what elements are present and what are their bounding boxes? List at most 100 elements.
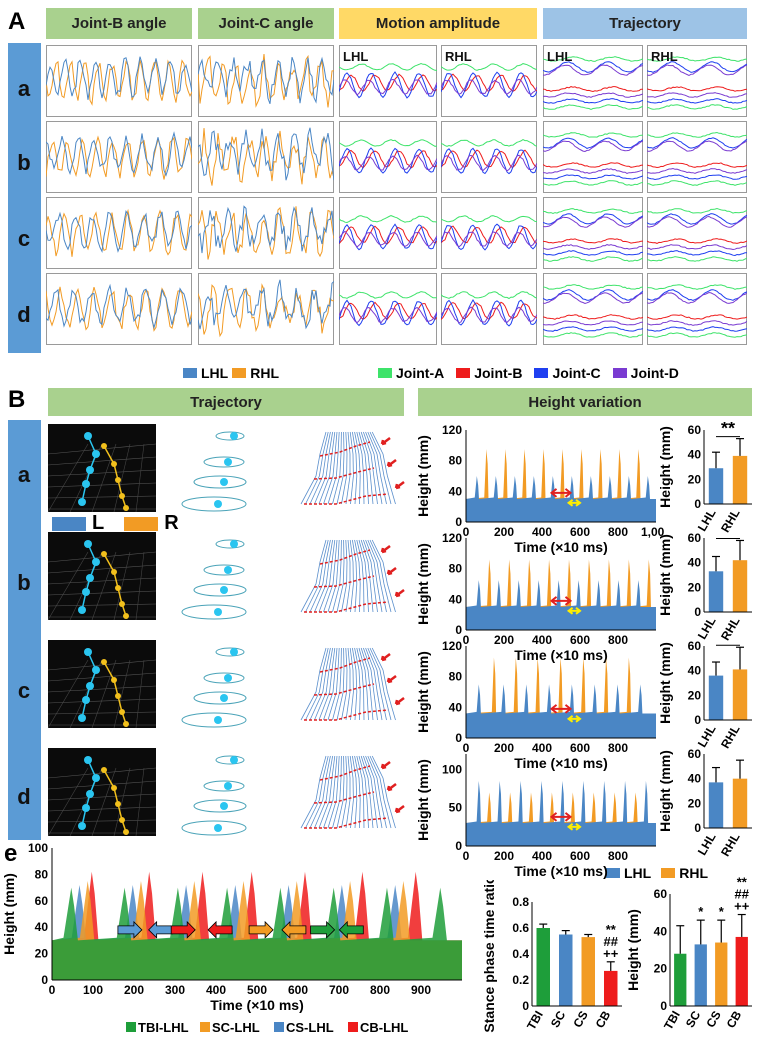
stick-joint-path xyxy=(313,791,375,804)
y-tick-label: 0 xyxy=(455,731,462,745)
left-joint-dot xyxy=(84,432,92,440)
left-joint-dot xyxy=(92,558,100,566)
y-axis-label: Height (mm) xyxy=(658,426,673,508)
trajectory-joint xyxy=(224,782,232,790)
joint-a-low-trace xyxy=(647,256,747,262)
trajectory-loop xyxy=(215,755,245,765)
joint-b-trace xyxy=(339,225,437,245)
y-tick-label: 120 xyxy=(442,424,462,437)
lhl-angle-trace xyxy=(46,209,192,253)
x-tick-label: 400 xyxy=(532,525,552,539)
stick-diagram-c xyxy=(300,647,405,721)
joint-d-low-trace xyxy=(647,92,747,98)
joint-d-low-trace xyxy=(543,168,643,174)
x-tick-label: 600 xyxy=(570,525,590,539)
trajectory-loop xyxy=(193,799,247,813)
legend-lhl-label: LHL xyxy=(201,365,229,381)
joint-d-trace xyxy=(339,306,437,324)
joint-c-low-trace xyxy=(647,250,747,257)
y-tick-label: 20 xyxy=(688,580,702,594)
y-tick-label: 60 xyxy=(688,423,702,437)
x-tick-label: 400 xyxy=(206,983,226,997)
joint-a-trace xyxy=(441,139,537,147)
legend-lhl-rhl-a: LHL RHL xyxy=(183,365,279,381)
stride-arrowheads xyxy=(549,488,573,498)
stick-frame xyxy=(371,431,396,505)
stick-frame xyxy=(356,431,365,505)
row-label-a: a xyxy=(17,76,31,101)
y-tick-label: 20 xyxy=(688,472,702,486)
plot-frame xyxy=(198,197,334,269)
panel-label-e: e xyxy=(4,840,18,867)
stick-frame xyxy=(332,755,342,829)
stick-joint-path xyxy=(319,441,371,457)
grid-line xyxy=(48,443,156,455)
bar-tbi xyxy=(674,953,687,1006)
lhl-angle-trace xyxy=(198,279,334,330)
y-tick-label: 40 xyxy=(654,924,668,938)
stick-frame xyxy=(309,431,331,505)
grid-line xyxy=(113,443,131,512)
stick-frame xyxy=(314,647,333,721)
x-axis-label: Time (×10 ms) xyxy=(514,863,608,879)
stick-frame xyxy=(369,755,392,829)
legend-swatch-joint-b xyxy=(456,368,471,378)
stick-frame xyxy=(318,431,336,505)
direction-arrow-icon xyxy=(281,920,307,939)
direction-arrow-icon xyxy=(338,920,364,939)
stick-frame xyxy=(352,647,358,721)
red-arrow-icon xyxy=(386,567,397,576)
left-joint-dot xyxy=(82,696,90,704)
stick-frame xyxy=(345,755,351,829)
joint-c-trace xyxy=(339,299,437,327)
stick-frame xyxy=(318,539,336,613)
row-a-plot-3: RHL xyxy=(441,45,537,117)
joint-c-low-trace xyxy=(647,98,747,104)
bar-lhl xyxy=(708,468,724,504)
joint-d-trace xyxy=(339,78,437,96)
trajectory-loop xyxy=(181,820,247,836)
row-label-b-d: d xyxy=(17,784,31,809)
grid-line xyxy=(113,659,131,728)
y-tick-label: 0 xyxy=(522,999,529,1013)
stick-frame xyxy=(349,431,354,505)
red-arrow-icon xyxy=(380,437,391,446)
stick-joint-path xyxy=(304,493,389,505)
category-label: RHL xyxy=(718,831,742,859)
left-joint-dot xyxy=(92,450,100,458)
joint-b-trace xyxy=(543,162,643,168)
category-label: CB xyxy=(724,1008,745,1030)
joint-a-low-trace xyxy=(647,332,747,338)
joint-c-low-trace xyxy=(543,174,643,180)
red-arrow-icon xyxy=(380,545,391,554)
y-tick-label: 80 xyxy=(35,867,49,881)
x-tick-label: 600 xyxy=(570,849,590,863)
lhl-angle-trace xyxy=(198,205,334,254)
x-tick-label: 200 xyxy=(494,741,514,755)
x-tick-label: 200 xyxy=(124,983,144,997)
stick-frame xyxy=(327,647,340,721)
bar-rhl xyxy=(732,669,748,720)
red-arrow-icon xyxy=(380,653,391,662)
trajectory-joint xyxy=(224,674,232,682)
x-tick-label: 400 xyxy=(532,849,552,863)
right-joint-dot xyxy=(119,493,125,499)
plot-frame xyxy=(441,121,537,193)
y-tick-label: 0 xyxy=(694,821,701,835)
joint-d-trace xyxy=(647,140,747,152)
red-arrow-icon xyxy=(394,697,405,706)
row-b-plot-2 xyxy=(339,121,437,193)
stick-frame xyxy=(354,431,361,505)
stick-frame xyxy=(369,647,392,721)
render-bg xyxy=(48,748,156,836)
stick-frame xyxy=(358,431,369,505)
stick-frame xyxy=(345,431,351,505)
legend-rhl-label: RHL xyxy=(250,365,279,381)
y-axis-label: Height (mm) xyxy=(658,750,673,832)
right-joint-dot xyxy=(115,801,121,807)
x-tick-label: 900 xyxy=(411,983,431,997)
legend-swatch-lhl xyxy=(183,368,197,378)
x-tick-label: 800 xyxy=(608,525,628,539)
x-tick-label: 600 xyxy=(570,741,590,755)
